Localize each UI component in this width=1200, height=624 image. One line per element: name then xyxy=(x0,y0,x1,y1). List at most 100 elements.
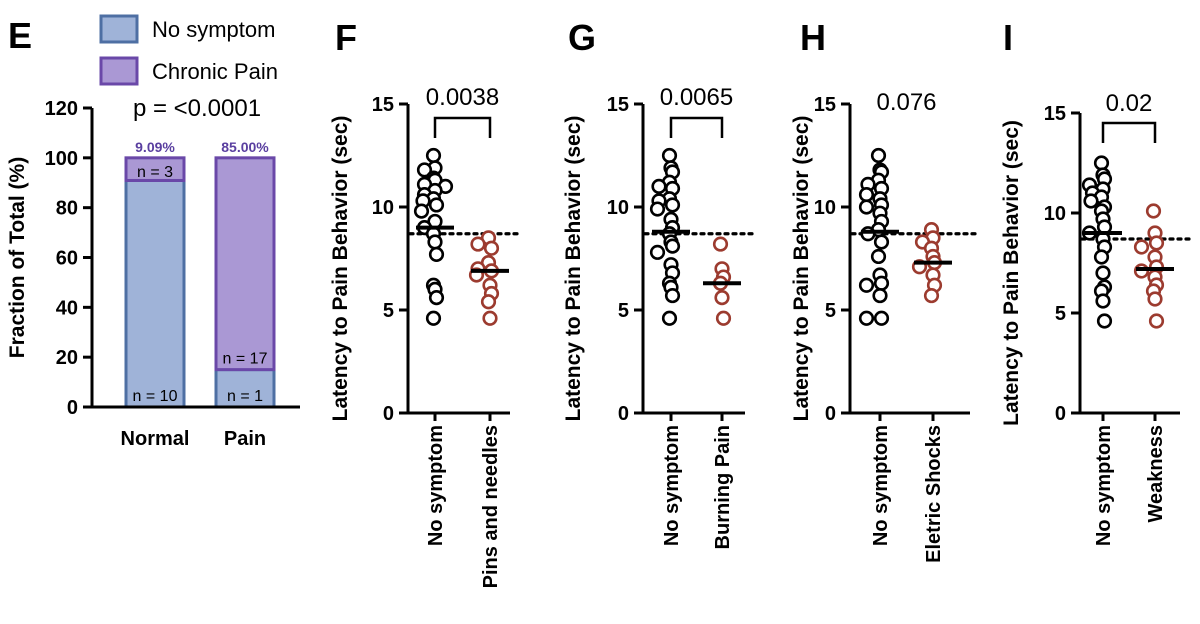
panel-letter-e: E xyxy=(8,15,32,56)
data-point-no-symptom xyxy=(649,201,666,217)
y-tick-label: 0 xyxy=(383,403,394,425)
data-point-symptom xyxy=(1148,235,1165,251)
data-point-no-symptom xyxy=(858,310,875,326)
y-tick-label: 0 xyxy=(1055,403,1066,425)
y-tick-label: 120 xyxy=(45,98,78,120)
significance-bracket xyxy=(669,116,724,138)
p-value-label: 0.02 xyxy=(1106,90,1153,117)
y-axis-label: Latency to Pain Behavior (sec) xyxy=(790,116,813,422)
data-point-no-symptom xyxy=(858,277,875,293)
panel-letter-f: F xyxy=(335,17,357,58)
n-label-no-symptom: n = 1 xyxy=(227,388,263,405)
data-point-symptom xyxy=(483,240,500,256)
y-tick-label: 10 xyxy=(372,197,394,219)
legend-label-no-symptom: No symptom xyxy=(152,17,275,42)
n-label-chronic-pain: n = 3 xyxy=(137,164,173,181)
data-point-no-symptom xyxy=(1096,313,1113,329)
panel-h: H Latency to Pain Behavior (sec) 0 5 10 15 No … xyxy=(790,17,982,563)
y-tick-label: 80 xyxy=(56,198,78,220)
y-tick-label: 10 xyxy=(814,197,836,219)
data-point-no-symptom xyxy=(664,238,681,254)
data-point-no-symptom xyxy=(428,197,445,213)
data-point-no-symptom xyxy=(860,226,876,242)
data-point-no-symptom xyxy=(1083,193,1099,209)
data-point-no-symptom xyxy=(427,234,443,250)
data-point-no-symptom xyxy=(416,162,433,178)
y-tick-label: 15 xyxy=(607,94,629,116)
data-point-no-symptom xyxy=(664,287,681,304)
y-tick-label: 10 xyxy=(1044,203,1066,225)
significance-bracket xyxy=(433,116,492,138)
data-point-no-symptom xyxy=(425,147,442,164)
y-axis-label: Fraction of Total (%) xyxy=(6,157,29,358)
n-label-chronic-pain: n = 17 xyxy=(223,351,268,368)
y-axis-label: Latency to Pain Behavior (sec) xyxy=(329,116,352,422)
panel-e: E No symptom Chronic Pain p = <0.0001 0 20 40 6… xyxy=(6,14,300,450)
data-point-no-symptom xyxy=(425,310,442,326)
significance-bracket xyxy=(1101,121,1157,143)
data-point-no-symptom xyxy=(873,310,890,326)
y-tick-label: 100 xyxy=(45,148,78,170)
data-point-symptom xyxy=(715,310,732,326)
data-point-symptom xyxy=(480,294,497,310)
n-label-no-symptom: n = 10 xyxy=(133,388,178,405)
panel-g: G Latency to Pain Behavior (sec) 0 5 10 15 No … xyxy=(562,17,757,549)
data-point-symptom xyxy=(712,236,729,252)
data-point-no-symptom xyxy=(649,244,666,260)
data-point-no-symptom xyxy=(1093,249,1110,265)
data-point-symptom xyxy=(470,236,486,252)
x-category-label: No symptom xyxy=(870,425,892,546)
y-tick-label: 40 xyxy=(56,297,78,319)
data-point-no-symptom xyxy=(873,234,890,250)
x-category-label: No symptom xyxy=(661,425,683,546)
data-point-symptom xyxy=(1148,313,1165,329)
data-point-no-symptom xyxy=(661,310,678,326)
p-value-label: 0.076 xyxy=(876,89,936,116)
y-tick-label: 20 xyxy=(56,347,78,369)
x-category-label: No symptom xyxy=(425,425,447,546)
x-category-label: Eletric Shocks xyxy=(923,425,945,563)
data-point-symptom xyxy=(714,290,730,306)
bar-top-percent-label: 9.09% xyxy=(135,139,175,155)
y-tick-label: 0 xyxy=(67,397,78,419)
x-category-label: No symptom xyxy=(1093,425,1115,546)
legend-swatch-chronic-pain xyxy=(99,56,139,86)
data-point-symptom xyxy=(482,310,498,326)
p-value-label: 0.0065 xyxy=(660,84,733,111)
y-tick-label: 0 xyxy=(618,403,629,425)
y-tick-label: 5 xyxy=(825,300,836,322)
y-tick-label: 0 xyxy=(825,403,836,425)
p-value-label: 0.0038 xyxy=(426,84,499,111)
data-point-symptom xyxy=(1133,239,1150,255)
data-point-no-symptom xyxy=(651,178,667,194)
panel-letter-h: H xyxy=(800,17,826,58)
y-tick-label: 5 xyxy=(383,300,394,322)
bar-chronic-pain-pain xyxy=(214,156,276,372)
y-tick-label: 15 xyxy=(1044,103,1066,125)
y-tick-label: 10 xyxy=(607,197,629,219)
panel-letter-g: G xyxy=(568,17,596,58)
data-point-no-symptom xyxy=(1095,265,1111,281)
data-point-no-symptom xyxy=(870,147,887,164)
data-point-no-symptom xyxy=(428,246,445,262)
data-point-no-symptom xyxy=(664,197,681,213)
data-point-no-symptom xyxy=(1093,155,1110,171)
y-axis-label: Latency to Pain Behavior (sec) xyxy=(1000,120,1023,426)
data-point-no-symptom xyxy=(873,275,890,291)
data-point-symptom xyxy=(1147,291,1163,307)
data-point-no-symptom xyxy=(1095,293,1111,309)
data-point-no-symptom xyxy=(870,248,887,265)
bar-no-symptom-normal xyxy=(124,178,186,409)
data-point-symptom xyxy=(1145,203,1162,219)
panel-f: F Latency to Pain Behavior (sec) 0 5 10 15 No … xyxy=(329,17,522,588)
data-point-no-symptom xyxy=(661,147,678,164)
panel-letter-i: I xyxy=(1003,17,1013,58)
x-category-label: Normal xyxy=(121,428,190,450)
legend-label-chronic-pain: Chronic Pain xyxy=(152,59,278,84)
data-point-symptom xyxy=(923,287,940,304)
legend-swatch-no-symptom xyxy=(99,14,139,44)
y-axis-label: Latency to Pain Behavior (sec) xyxy=(562,116,585,422)
data-point-no-symptom xyxy=(428,290,445,306)
bar-top-percent-label: 85.00% xyxy=(221,139,269,155)
